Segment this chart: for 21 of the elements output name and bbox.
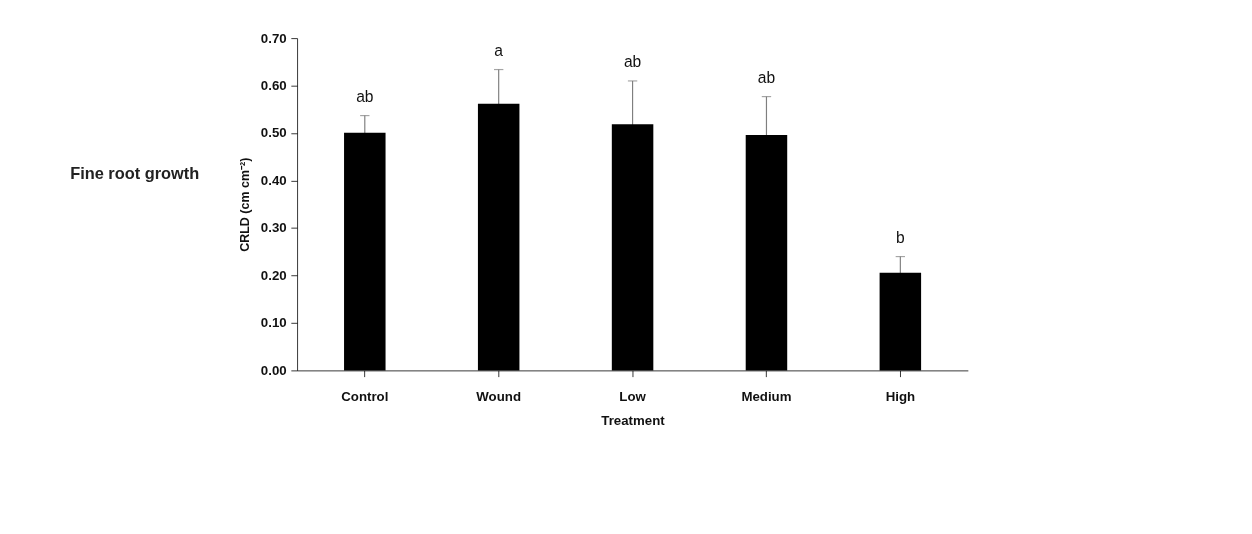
- annotation: ab: [356, 87, 374, 105]
- text: Fine root growth: [69, 162, 201, 183]
- annotation: a: [494, 41, 504, 59]
- x-axis-title: Treatment: [601, 412, 666, 428]
- x-tick-label: Medium: [741, 389, 792, 405]
- y-tick-label: 0.10: [260, 315, 287, 331]
- y-tick-label: 0.20: [260, 267, 287, 283]
- y-axis-title: CRLD (cm cm⁻²): [238, 157, 253, 252]
- annotation: ab: [757, 68, 776, 86]
- y-tick-label: 0.60: [260, 77, 287, 93]
- x-tick-label: Control: [341, 389, 389, 405]
- annotation: ab: [623, 52, 642, 70]
- y-tick-label: 0.70: [260, 30, 287, 46]
- x-tick-label: Wound: [476, 389, 521, 405]
- y-tick-label: 0.40: [260, 172, 287, 188]
- y-tick-label: 0.00: [260, 362, 287, 378]
- y-tick-label: 0.30: [260, 220, 287, 236]
- x-tick-label: High: [885, 389, 916, 405]
- x-tick-label: Low: [619, 389, 647, 405]
- annotation: b: [896, 228, 905, 246]
- y-tick-label: 0.50: [260, 125, 287, 141]
